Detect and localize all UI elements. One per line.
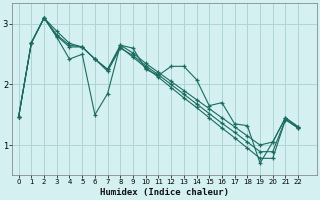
X-axis label: Humidex (Indice chaleur): Humidex (Indice chaleur): [100, 188, 229, 197]
